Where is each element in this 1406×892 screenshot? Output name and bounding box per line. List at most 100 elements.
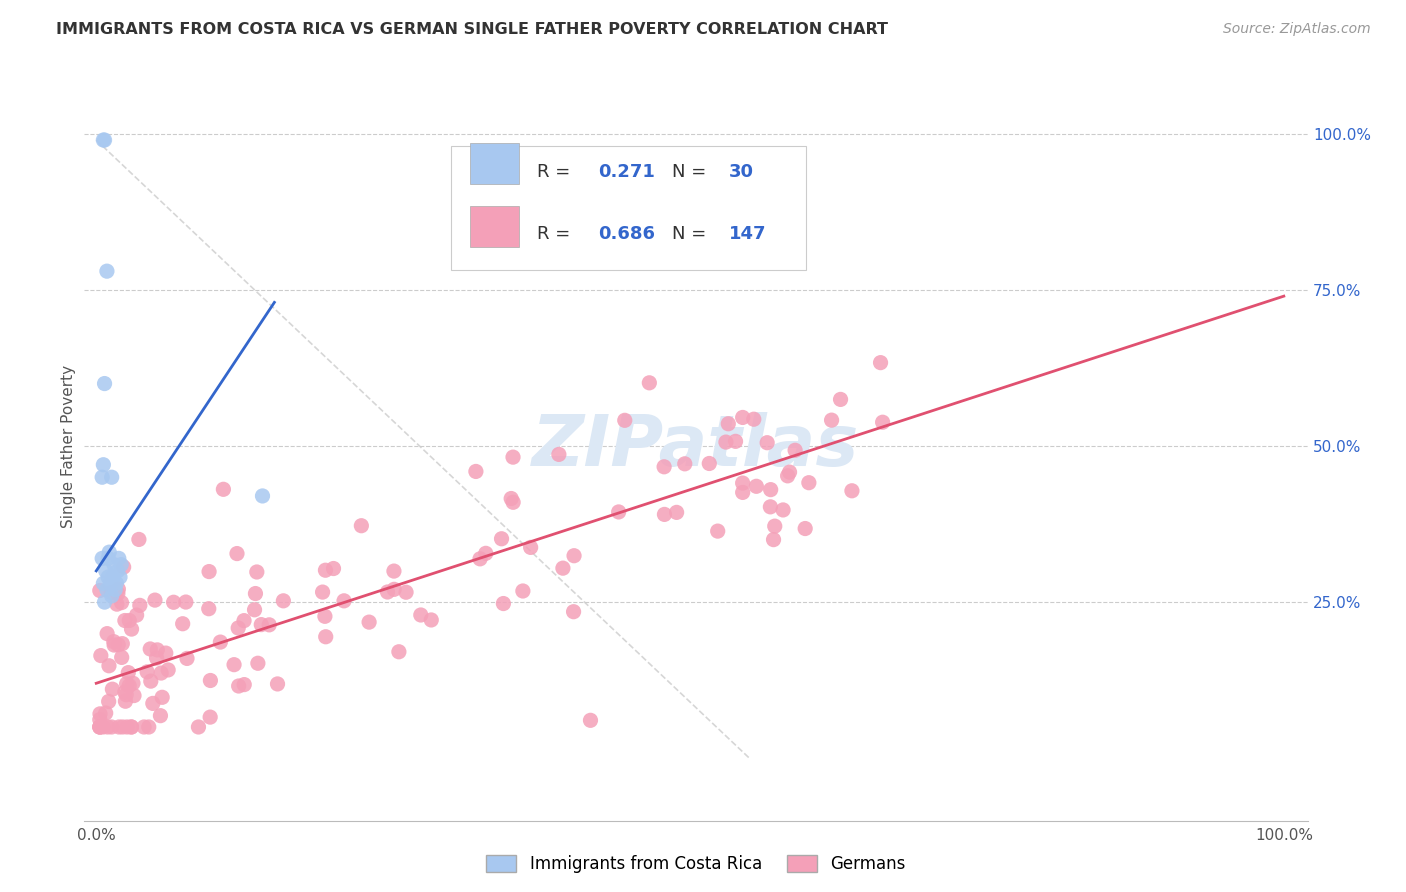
Point	[89, 720, 111, 734]
Point	[108, 720, 131, 734]
Point	[464, 465, 486, 479]
Point	[93, 133, 115, 147]
Point	[94, 564, 117, 578]
Point	[103, 558, 125, 572]
Point	[322, 561, 344, 575]
Point	[103, 638, 125, 652]
Point	[110, 596, 132, 610]
Point	[132, 720, 155, 734]
Point	[97, 694, 120, 708]
Point	[228, 679, 250, 693]
Point	[246, 565, 269, 579]
Point	[146, 643, 169, 657]
Text: Source: ZipAtlas.com: Source: ZipAtlas.com	[1223, 22, 1371, 37]
Point	[759, 483, 782, 497]
Point	[150, 666, 173, 681]
Point	[731, 476, 754, 491]
Point	[104, 582, 127, 597]
Point	[115, 720, 138, 734]
Point	[233, 614, 256, 628]
Point	[111, 720, 134, 734]
Point	[155, 646, 177, 660]
Point	[198, 710, 221, 724]
Point	[145, 651, 167, 665]
Point	[174, 595, 197, 609]
Point	[122, 689, 145, 703]
Point	[176, 651, 198, 665]
Point	[519, 541, 541, 555]
Point	[89, 583, 111, 598]
Point	[114, 694, 136, 708]
Point	[91, 470, 114, 484]
Point	[731, 485, 754, 500]
Point	[551, 561, 574, 575]
Point	[143, 593, 166, 607]
Point	[706, 524, 728, 538]
Point	[96, 264, 118, 278]
Point	[841, 483, 863, 498]
Point	[162, 595, 184, 609]
Point	[100, 720, 122, 734]
Point	[779, 465, 801, 479]
Point	[717, 417, 740, 431]
Point	[107, 551, 129, 566]
Point	[107, 582, 129, 596]
Point	[673, 457, 696, 471]
Point	[759, 500, 782, 514]
Point	[226, 621, 249, 635]
Point	[226, 547, 249, 561]
Point	[209, 635, 232, 649]
Point	[198, 565, 221, 579]
Point	[90, 648, 112, 663]
Point	[501, 491, 523, 506]
Point	[797, 475, 820, 490]
Point	[377, 585, 399, 599]
Text: N =: N =	[672, 225, 711, 243]
Point	[100, 576, 122, 591]
Point	[197, 601, 219, 615]
Point	[731, 410, 754, 425]
Point	[652, 459, 675, 474]
Point	[112, 560, 135, 574]
Point	[114, 685, 136, 699]
Point	[150, 690, 173, 705]
Text: 0.271: 0.271	[598, 162, 655, 181]
Point	[745, 479, 768, 493]
Point	[742, 412, 765, 426]
Y-axis label: Single Father Poverty: Single Father Poverty	[60, 365, 76, 527]
Point	[492, 597, 515, 611]
Point	[89, 713, 111, 727]
Point	[107, 638, 129, 652]
Legend: Immigrants from Costa Rica, Germans: Immigrants from Costa Rica, Germans	[479, 848, 912, 880]
Text: 30: 30	[728, 162, 754, 181]
Point	[266, 677, 288, 691]
Point	[107, 586, 129, 600]
Point	[157, 663, 180, 677]
Point	[350, 518, 373, 533]
Point	[243, 603, 266, 617]
Point	[136, 665, 159, 679]
Point	[872, 415, 894, 429]
Point	[89, 720, 111, 734]
Point	[100, 470, 122, 484]
Point	[502, 495, 524, 509]
Point	[607, 505, 630, 519]
Point	[139, 642, 162, 657]
Point	[97, 551, 120, 566]
Point	[101, 570, 124, 584]
Point	[94, 706, 117, 720]
Point	[142, 697, 165, 711]
Point	[794, 522, 817, 536]
Point	[89, 706, 111, 721]
Point	[172, 616, 194, 631]
Point	[273, 594, 295, 608]
Point	[120, 720, 142, 734]
Point	[772, 503, 794, 517]
Point	[388, 645, 411, 659]
Point	[91, 551, 114, 566]
Point	[359, 615, 381, 629]
Point	[103, 634, 125, 648]
Point	[187, 720, 209, 734]
Point	[100, 585, 122, 599]
Point	[638, 376, 661, 390]
